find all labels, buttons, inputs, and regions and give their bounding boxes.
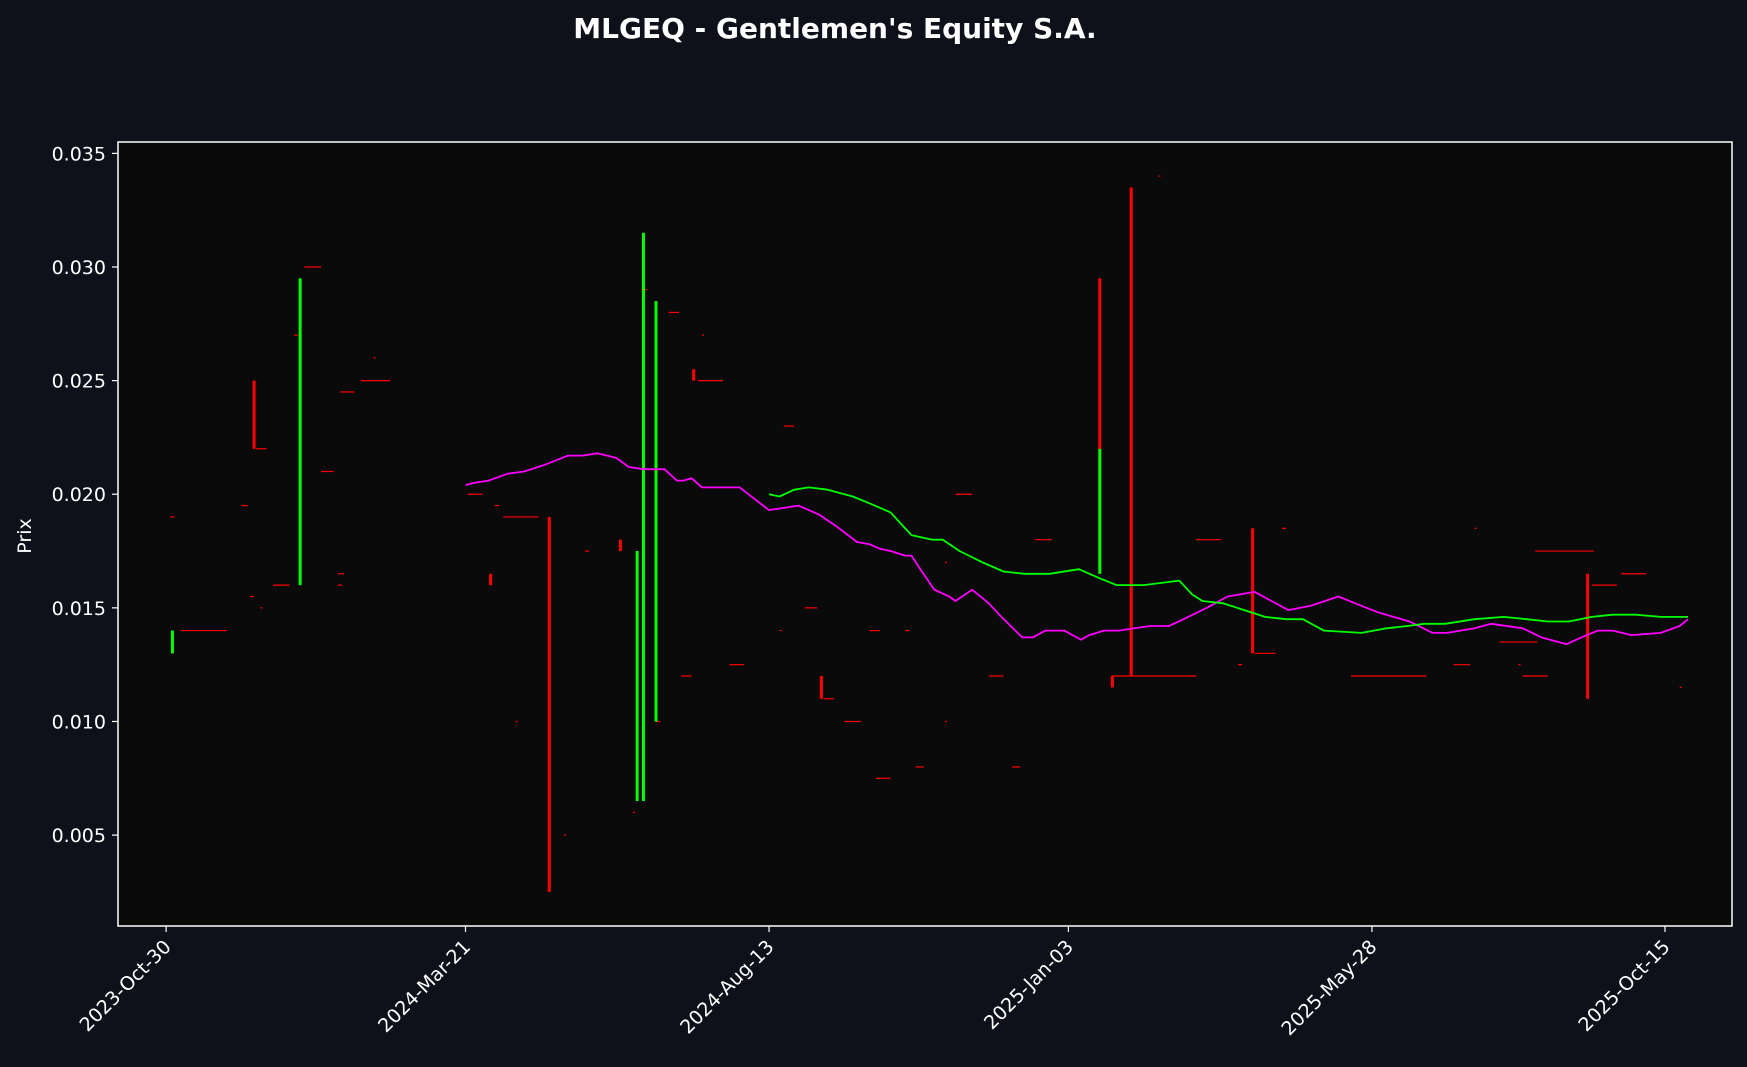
candle-body [618, 539, 622, 552]
candle-body [298, 278, 302, 586]
chart-title: MLGEQ - Gentlemen's Equity S.A. [573, 12, 1096, 45]
candle-body [547, 516, 551, 892]
candle-body [1251, 528, 1255, 654]
moving-average-line [465, 452, 1689, 646]
y-tick-label: 0.015 [52, 598, 106, 620]
y-tick-label: 0.020 [52, 484, 106, 506]
moving-average-line [768, 486, 1688, 634]
candle-body [489, 573, 493, 586]
y-tick-label: 0.010 [52, 711, 106, 733]
y-tick-label: 0.005 [52, 825, 106, 847]
candle-body [1098, 278, 1102, 449]
y-axis-label: Prix [14, 518, 36, 553]
candle-body [170, 630, 174, 654]
y-tick-label: 0.035 [52, 143, 106, 165]
candle-body [641, 232, 645, 802]
candle-body [692, 369, 696, 381]
candle-body [252, 380, 256, 449]
candle-body [819, 676, 823, 699]
candle-body [1110, 676, 1114, 688]
y-tick-label: 0.025 [52, 371, 106, 393]
candle-body [1586, 573, 1590, 699]
candle-body [1098, 448, 1102, 574]
candle-body [1129, 187, 1133, 677]
plot-area [117, 141, 1733, 927]
candle-body [654, 301, 658, 722]
candle-body [635, 551, 639, 802]
y-tick-label: 0.030 [52, 257, 106, 279]
plot-layer [170, 175, 1689, 892]
